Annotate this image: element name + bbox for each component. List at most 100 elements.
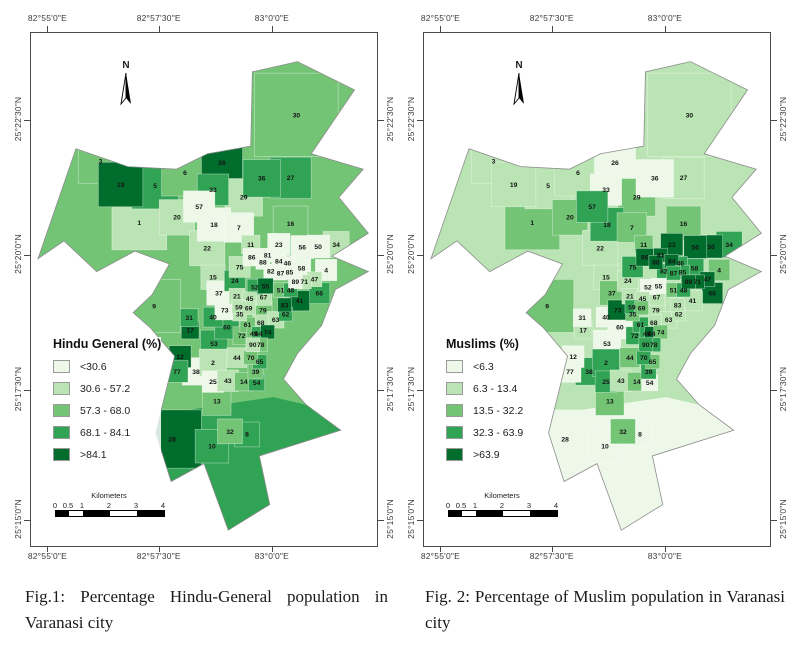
ward-number-label: 47 xyxy=(704,277,712,284)
ward-polygon xyxy=(638,337,654,353)
ward-number-label: 71 xyxy=(301,279,309,286)
scale-tick-label: 3 xyxy=(526,501,532,510)
axis-tick xyxy=(158,547,160,552)
ward-number-label: 32 xyxy=(226,429,234,436)
ward-number-label: 9 xyxy=(152,303,156,310)
ward-number-label: 23 xyxy=(275,242,283,249)
legend-swatch xyxy=(53,382,70,395)
ward-number-label: 3 xyxy=(99,158,103,165)
legend-muslim: Muslims (%) <6.3 6.3 - 13.4 13.5 - 32.2 32.3… xyxy=(446,337,524,470)
ward-number-label: 22 xyxy=(203,245,211,252)
ward-number-label: 48 xyxy=(287,287,295,294)
longitude-label: 83°0'0"E xyxy=(647,551,682,561)
ward-number-label: 41 xyxy=(689,298,697,305)
scale-tick-label: 1 xyxy=(79,501,85,510)
ward-polygon xyxy=(242,159,281,198)
ward-number-label: 44 xyxy=(626,355,634,362)
scale-bar-segment xyxy=(110,511,137,516)
ward-number-label: 89 xyxy=(292,279,300,286)
ward-number-label: 87 xyxy=(277,270,285,277)
ward-number-label: 26 xyxy=(218,160,226,167)
ward-number-label: 19 xyxy=(117,182,125,189)
legend-swatch xyxy=(53,426,70,439)
axis-tick xyxy=(771,119,777,121)
ward-number-label: 29 xyxy=(633,195,641,202)
ward-polygon xyxy=(288,274,303,290)
scale-bar-strip xyxy=(448,510,558,517)
ward-number-label: 78 xyxy=(257,342,265,349)
north-arrow-glyph xyxy=(120,72,131,106)
ward-number-label: 81 xyxy=(657,253,665,260)
ward-number-label: 31 xyxy=(185,315,193,322)
legend-hindu: Hindu General (%) <30.6 30.6 - 57.2 57.3 - … xyxy=(53,337,162,470)
scale-bar-segment xyxy=(462,511,476,516)
ward-number-label: 81 xyxy=(264,253,272,260)
ward-polygon xyxy=(670,297,685,313)
north-label: N xyxy=(122,60,130,71)
legend-item: 13.5 - 32.2 xyxy=(446,404,523,417)
ward-number-label: 60 xyxy=(616,324,624,331)
ward-number-label: 12 xyxy=(569,354,577,361)
axis-tick xyxy=(378,520,384,522)
legend-swatch xyxy=(53,360,70,373)
ward-number-label: 49 xyxy=(643,331,651,338)
ward-polygon xyxy=(245,337,261,353)
ward-number-label: 5 xyxy=(153,183,157,190)
ward-number-label: 3 xyxy=(492,158,496,165)
ward-number-label: 26 xyxy=(611,160,619,167)
latitude-label: 25°17'30"N xyxy=(406,367,416,412)
legend-item: 30.6 - 57.2 xyxy=(53,382,161,395)
latitude-label: 25°15'0"N xyxy=(385,499,395,540)
ward-number-label: 34 xyxy=(332,242,340,249)
ward-number-label: 30 xyxy=(686,112,694,119)
map-frame-muslim: 1 2 3 4 5 6 7 8 9 10 11 12 13 14 15 16 17 18 19 20 21 22 23 24 2… xyxy=(423,32,771,547)
ward-number-label: 61 xyxy=(244,322,252,329)
ward-number-label: 1 xyxy=(137,220,141,227)
legend-label: 32.3 - 63.9 xyxy=(473,426,524,439)
ward-number-label: 84 xyxy=(668,259,676,266)
ward-number-label: 74 xyxy=(264,329,272,336)
ward-number-label: 71 xyxy=(694,279,702,286)
latitude-label: 25°17'30"N xyxy=(778,367,788,412)
ward-number-label: 38 xyxy=(585,369,593,376)
ward-number-label: 84 xyxy=(275,259,283,266)
scale-bar-title: Kilometers xyxy=(484,491,520,500)
scale-tick-label: 3 xyxy=(133,501,139,510)
ward-number-label: 8 xyxy=(245,432,249,439)
scale-tick-label: 2 xyxy=(499,501,505,510)
ward-number-label: 57 xyxy=(588,204,596,211)
scale-tick-label: 4 xyxy=(160,501,166,510)
legend-swatch xyxy=(53,448,70,461)
ward-number-label: 45 xyxy=(246,296,254,303)
ward-number-label: 60 xyxy=(223,324,231,331)
north-arrow-glyph xyxy=(513,72,524,106)
ward-number-label: 29 xyxy=(240,195,248,202)
figure-2-caption: Fig. 2: Percentage of Muslim population … xyxy=(425,587,785,632)
axis-tick xyxy=(664,26,666,32)
scale-bar: Kilometers 0 0.5 1 2 3 4 xyxy=(445,491,559,517)
legend-item: 57.3 - 68.0 xyxy=(53,404,161,417)
axis-tick xyxy=(378,254,384,256)
ward-number-label: 48 xyxy=(680,287,688,294)
ward-number-label: 5 xyxy=(546,183,550,190)
longitude-label: 82°57'30"E xyxy=(529,551,574,561)
axis-tick xyxy=(664,547,666,552)
ward-number-label: 55 xyxy=(262,283,270,290)
ward-number-label: 57 xyxy=(195,204,203,211)
ward-number-label: 59 xyxy=(235,304,243,311)
north-arrow: N xyxy=(119,61,133,108)
latitude-label: 25°22'30"N xyxy=(385,96,395,141)
axis-tick xyxy=(771,254,777,256)
ward-number-label: 41 xyxy=(296,298,304,305)
scale-tick-label: 4 xyxy=(553,501,559,510)
axis-tick xyxy=(158,26,160,32)
ward-number-label: 16 xyxy=(287,221,295,228)
ward-number-label: 28 xyxy=(561,436,569,443)
scale-tick-label: 0 xyxy=(445,501,451,510)
latitude-label: 25°15'0"N xyxy=(13,499,23,540)
latitude-label: 25°17'30"N xyxy=(385,367,395,412)
legend-swatch xyxy=(53,404,70,417)
ward-number-label: 86 xyxy=(641,255,649,262)
ward-number-label: 77 xyxy=(173,369,181,376)
latitude-label: 25°20'0"N xyxy=(406,234,416,274)
